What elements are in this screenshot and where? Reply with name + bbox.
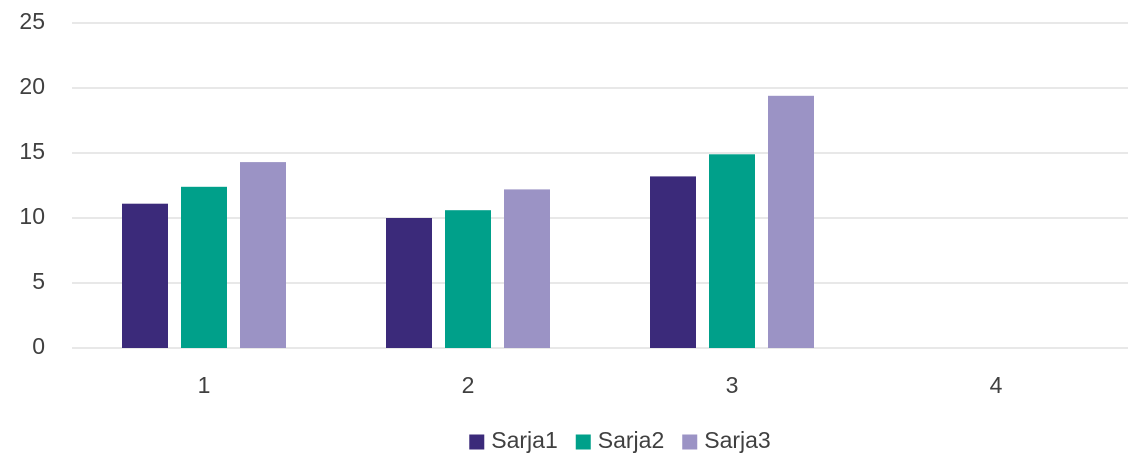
legend-swatch [469,434,485,450]
bar [386,218,432,348]
bar [240,162,286,348]
legend-label: Sarja1 [491,427,557,453]
y-tick-label: 15 [19,138,45,164]
bar [445,210,491,348]
bar [122,203,168,348]
x-tick-label: 2 [462,372,475,398]
x-tick-label: 4 [990,372,1003,398]
y-tick-label: 5 [32,268,45,294]
legend-swatch [682,434,698,450]
bar [768,95,814,348]
y-tick-label: 25 [19,8,45,34]
legend-swatch [575,434,591,450]
legend-label: Sarja3 [704,427,770,453]
y-tick-label: 20 [19,73,45,99]
y-tick-label: 0 [32,333,45,359]
x-tick-label: 1 [198,372,211,398]
bar [181,186,227,348]
legend-label: Sarja2 [598,427,664,453]
bar [709,154,755,348]
x-tick-label: 3 [726,372,739,398]
bar [504,189,550,348]
bar [650,176,696,348]
y-tick-label: 10 [19,203,45,229]
